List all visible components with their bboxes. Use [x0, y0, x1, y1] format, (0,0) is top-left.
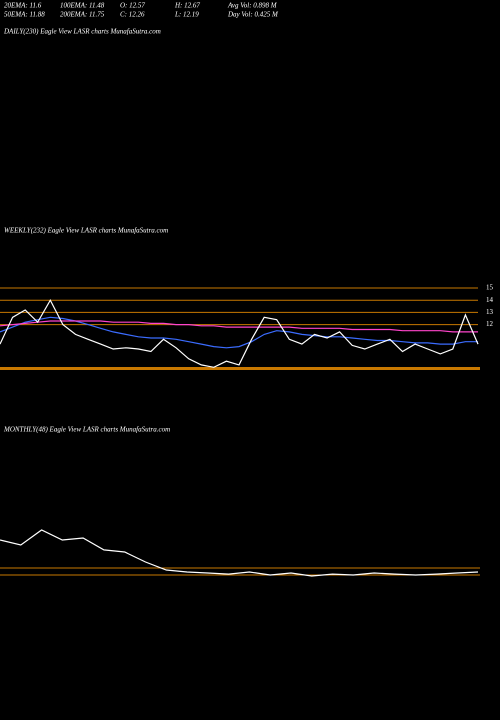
panel-title: MONTHLY(48) Eagle View LASR charts Munaf…	[3, 426, 170, 434]
y-tick-label: 14	[486, 296, 494, 304]
panel-title: WEEKLY(232) Eagle View LASR charts Munaf…	[4, 227, 168, 235]
stat: Day Vol: 0.425 M	[227, 11, 279, 19]
stat: Avg Vol: 0.898 M	[227, 2, 278, 10]
volume-band	[0, 367, 480, 370]
stat: 200EMA: 11.75	[60, 11, 105, 19]
price-line	[0, 320, 478, 333]
price-line	[0, 529, 479, 577]
y-tick-label: 15	[486, 284, 494, 292]
stat: H: 12.67	[174, 2, 200, 10]
header: 20EMA: 11.6 100EMA: 11.48 O: 12.57 H: 12…	[4, 2, 279, 19]
stat: 20EMA: 11.6	[4, 2, 42, 10]
price-line	[0, 316, 478, 349]
price-line	[0, 298, 479, 368]
y-tick-label: 13	[486, 308, 494, 316]
stat: L: 12.19	[174, 11, 199, 19]
stat: 50EMA: 11.88	[4, 11, 45, 19]
stat: 100EMA: 11.48	[60, 2, 105, 10]
y-tick-label: 12	[486, 320, 494, 328]
stat: C: 12.26	[120, 11, 145, 19]
stat: O: 12.57	[120, 2, 145, 10]
panel-title: DAILY(230) Eagle View LASR charts Munafa…	[3, 28, 161, 36]
